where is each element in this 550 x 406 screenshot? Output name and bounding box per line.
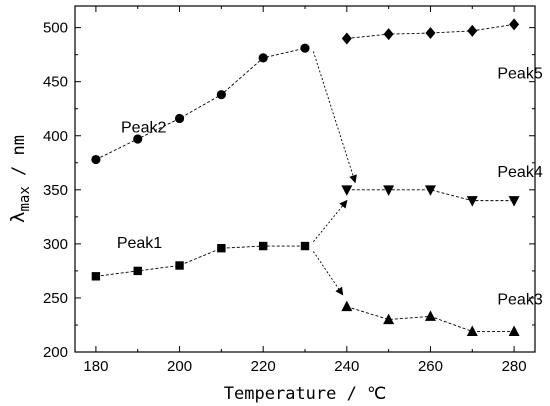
series-peak3 <box>341 300 520 336</box>
series-peak2-point <box>133 134 143 144</box>
series-peak4-point <box>508 196 520 207</box>
x-tick-label: 180 <box>83 358 108 375</box>
series-peak5-point <box>509 18 520 31</box>
y-axis-title-main: λ <box>7 212 29 223</box>
transition-arrow <box>313 199 348 242</box>
series-peak5-point <box>341 32 352 45</box>
arrows <box>312 51 357 296</box>
series-peak5-point <box>383 28 394 41</box>
plot-frame <box>74 5 536 353</box>
label-peak3: Peak3 <box>497 291 542 308</box>
series-peak1-point <box>133 266 142 276</box>
series-peak4-point <box>383 185 395 196</box>
series-peak5-point <box>425 27 436 40</box>
label-peak4: Peak4 <box>497 164 542 181</box>
label-peak1: Peak1 <box>117 235 162 252</box>
series-peak4-line <box>346 189 515 202</box>
transition-arrow <box>312 251 344 296</box>
series-peak2 <box>91 43 310 165</box>
series-peak3-point <box>424 310 436 321</box>
series-peak4-point <box>424 185 436 196</box>
y-axis-title-sub: max <box>17 186 33 211</box>
series-peak3-point <box>466 325 478 336</box>
series-peak1-point <box>217 244 226 253</box>
series-peak1-point <box>91 272 101 281</box>
series-peak5-point <box>467 24 478 37</box>
series-peak1-point <box>300 241 310 251</box>
series-peak2-point <box>216 90 226 100</box>
y-axis-title: λmax / nm <box>7 135 33 223</box>
series-peak1-line <box>95 245 305 277</box>
series-peak3-point <box>508 325 520 336</box>
transition-arrow <box>312 51 357 184</box>
series-peak2-point <box>300 43 310 53</box>
series-peak1-point <box>175 261 184 270</box>
label-peak5: Peak5 <box>497 65 542 82</box>
series-peak2-line <box>95 47 306 160</box>
series-peak2-point <box>174 113 185 124</box>
x-axis-title: Temperature / ℃ <box>224 384 386 404</box>
y-tick-label: 500 <box>43 20 68 37</box>
y-tick-label: 250 <box>43 290 68 307</box>
x-tick-label: 240 <box>334 358 359 375</box>
y-tick-label: 200 <box>43 344 68 361</box>
y-tick-label: 300 <box>43 236 68 253</box>
x-tick-label: 260 <box>418 358 443 375</box>
annotations: Peak2 Peak5 Peak4 Peak1 Peak3 <box>117 65 543 308</box>
series-group <box>91 18 520 336</box>
series-peak1-point <box>258 241 268 251</box>
x-tick-label: 280 <box>502 358 527 375</box>
x-axis: 180 200 220 240 260 280 <box>83 6 527 375</box>
series-peak4 <box>341 185 520 207</box>
series-peak3-point <box>383 313 395 325</box>
x-tick-label: 220 <box>251 358 276 375</box>
series-peak2-point <box>258 53 268 63</box>
series-peak1 <box>91 241 310 281</box>
series-peak2-point <box>91 154 101 165</box>
series-peak4-point <box>341 185 353 196</box>
y-axis-title-unit: / nm <box>9 135 29 186</box>
y-tick-label: 400 <box>43 128 68 145</box>
series-peak3-point <box>341 300 353 312</box>
x-tick-label: 200 <box>167 358 192 375</box>
series-peak4-point <box>466 196 478 207</box>
y-axis: 200 250 300 350 400 450 500 <box>43 20 535 361</box>
y-tick-label: 450 <box>43 74 68 91</box>
series-peak5 <box>341 18 520 45</box>
y-tick-label: 350 <box>43 182 68 199</box>
label-peak2: Peak2 <box>121 120 166 137</box>
